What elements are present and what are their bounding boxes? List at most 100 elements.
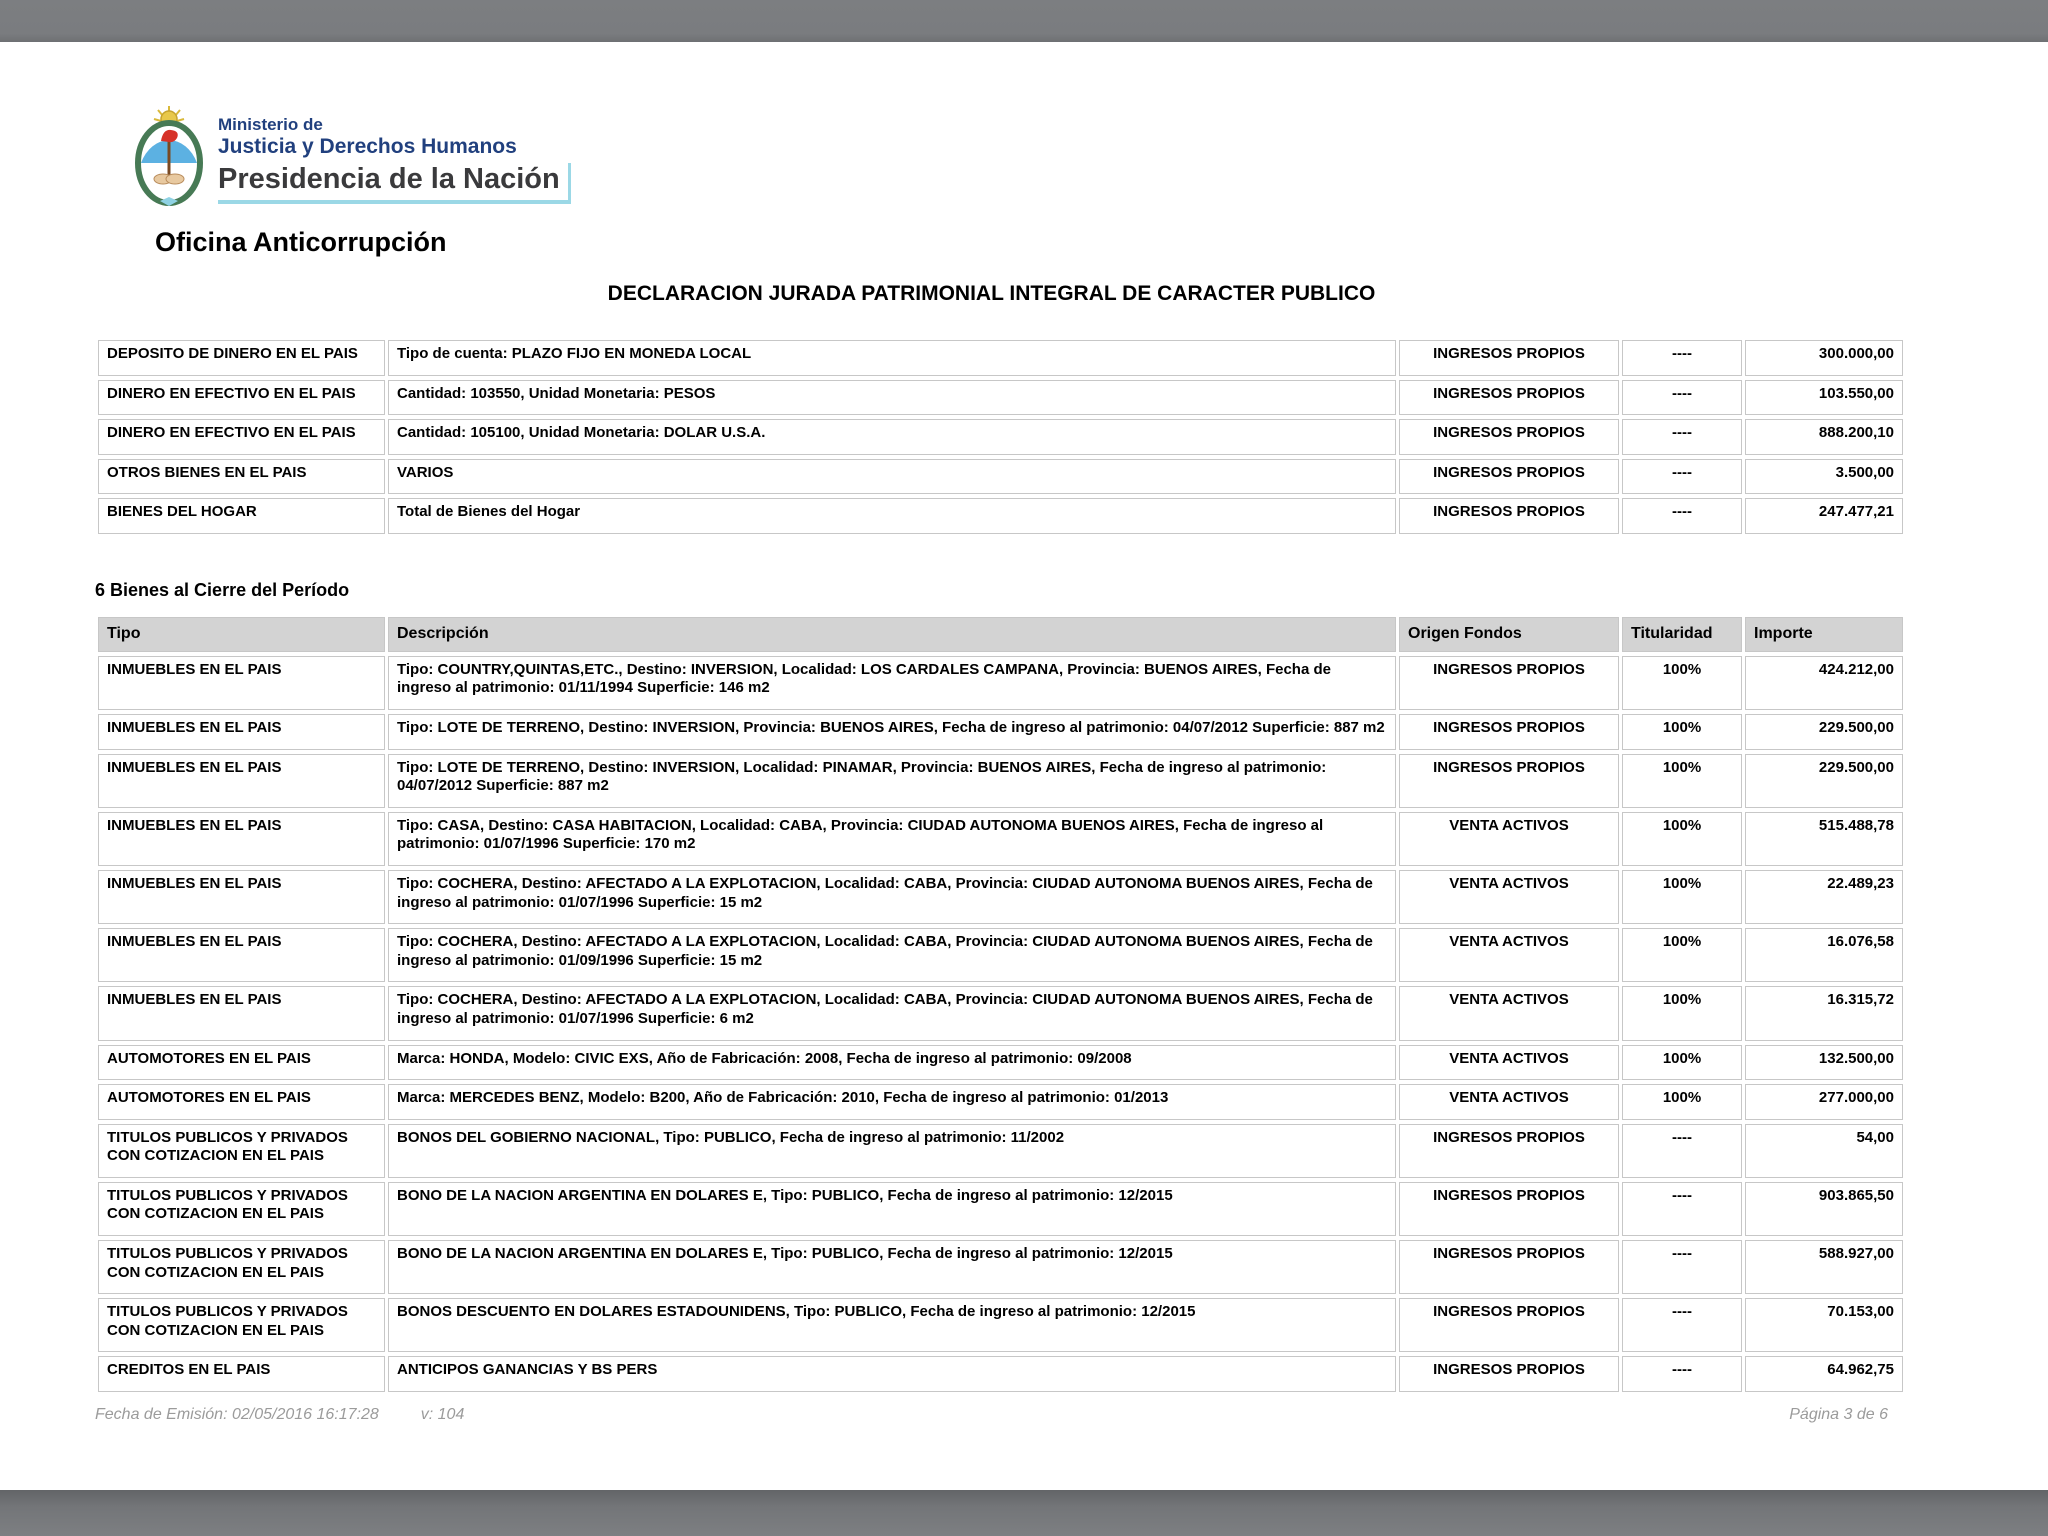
cell-descripcion: BONOS DESCUENTO EN DOLARES ESTADOUNIDENS…: [388, 1298, 1396, 1353]
cell-descripcion: BONOS DEL GOBIERNO NACIONAL, Tipo: PUBLI…: [388, 1123, 1396, 1178]
cell-descripcion: Tipo: COUNTRY,QUINTAS,ETC., Destino: INV…: [388, 655, 1396, 710]
cell-origen: VENTA ACTIVOS: [1399, 928, 1619, 983]
cell-origen: INGRESOS PROPIOS: [1399, 379, 1619, 416]
cell-tipo: INMUEBLES EN EL PAIS: [98, 986, 385, 1041]
cell-tipo: INMUEBLES EN EL PAIS: [98, 713, 385, 750]
cell-tipo: TITULOS PUBLICOS Y PRIVADOS CON COTIZACI…: [98, 1240, 385, 1295]
table-row: INMUEBLES EN EL PAIS Tipo: COCHERA, Desti…: [98, 928, 1903, 983]
cell-titularidad: ----: [1622, 498, 1742, 534]
cell-tipo: INMUEBLES EN EL PAIS: [98, 655, 385, 710]
table-row: DINERO EN EFECTIVO EN EL PAIS Cantidad: 1…: [98, 419, 1903, 455]
cell-titularidad: ----: [1622, 1356, 1742, 1393]
table-row: INMUEBLES EN EL PAIS Tipo: COCHERA, Desti…: [98, 869, 1903, 925]
argentina-coat-of-arms-icon: [135, 106, 203, 206]
viewer-top-bar: [0, 0, 2048, 42]
cell-tipo: AUTOMOTORES EN EL PAIS: [98, 1084, 385, 1120]
cell-importe: 54,00: [1745, 1123, 1903, 1178]
table-row: AUTOMOTORES EN EL PAIS Marca: HONDA, Mode…: [98, 1044, 1903, 1081]
cell-titularidad: ----: [1622, 1181, 1742, 1237]
table-row: AUTOMOTORES EN EL PAIS Marca: MERCEDES BE…: [98, 1084, 1903, 1120]
cell-titularidad: ----: [1622, 1123, 1742, 1178]
table-header-row: Tipo Descripción Origen Fondos Titularid…: [98, 616, 1903, 652]
cell-origen: INGRESOS PROPIOS: [1399, 1356, 1619, 1393]
cell-origen: INGRESOS PROPIOS: [1399, 340, 1619, 376]
cell-tipo: AUTOMOTORES EN EL PAIS: [98, 1044, 385, 1081]
cell-titularidad: ----: [1622, 419, 1742, 455]
cell-importe: 229.500,00: [1745, 713, 1903, 750]
cell-importe: 300.000,00: [1745, 340, 1903, 376]
cell-importe: 16.076,58: [1745, 928, 1903, 983]
cell-importe: 3.500,00: [1745, 458, 1903, 495]
footer-emission-date: Fecha de Emisión: 02/05/2016 16:17:28: [95, 1406, 379, 1424]
table-row: INMUEBLES EN EL PAIS Tipo: LOTE DE TERREN…: [98, 753, 1903, 808]
cell-tipo: CREDITOS EN EL PAIS: [98, 1356, 385, 1393]
cell-origen: VENTA ACTIVOS: [1399, 1084, 1619, 1120]
cell-descripcion: Tipo: CASA, Destino: CASA HABITACION, Lo…: [388, 811, 1396, 866]
cell-descripcion: Tipo: COCHERA, Destino: AFECTADO A LA EX…: [388, 986, 1396, 1041]
cell-descripcion: Cantidad: 105100, Unidad Monetaria: DOLA…: [388, 419, 1396, 455]
cell-importe: 229.500,00: [1745, 753, 1903, 808]
table-row: CREDITOS EN EL PAIS ANTICIPOS GANANCIAS Y…: [98, 1356, 1903, 1393]
logo-text-ministerio: Ministerio de: [218, 115, 323, 134]
table-row: INMUEBLES EN EL PAIS Tipo: LOTE DE TERREN…: [98, 713, 1903, 750]
cell-importe: 903.865,50: [1745, 1181, 1903, 1237]
table-row: DEPOSITO DE DINERO EN EL PAIS Tipo de cue…: [98, 340, 1903, 376]
cell-descripcion: VARIOS: [388, 458, 1396, 495]
cell-descripcion: Marca: HONDA, Modelo: CIVIC EXS, Año de …: [388, 1044, 1396, 1081]
table-row: INMUEBLES EN EL PAIS Tipo: CASA, Destino:…: [98, 811, 1903, 866]
cell-titularidad: 100%: [1622, 713, 1742, 750]
office-title: Oficina Anticorrupción: [155, 227, 447, 257]
cell-importe: 22.489,23: [1745, 869, 1903, 925]
cell-importe: 103.550,00: [1745, 379, 1903, 416]
bienes-cierre-table-body: INMUEBLES EN EL PAIS Tipo: COUNTRY,QUINTA…: [98, 655, 1903, 1393]
cell-descripcion: Cantidad: 103550, Unidad Monetaria: PESO…: [388, 379, 1396, 416]
cell-origen: INGRESOS PROPIOS: [1399, 419, 1619, 455]
cell-descripcion: Marca: MERCEDES BENZ, Modelo: B200, Año …: [388, 1084, 1396, 1120]
table-row: TITULOS PUBLICOS Y PRIVADOS CON COTIZACI…: [98, 1181, 1903, 1237]
cell-origen: VENTA ACTIVOS: [1399, 1044, 1619, 1081]
table-row: TITULOS PUBLICOS Y PRIVADOS CON COTIZACI…: [98, 1123, 1903, 1178]
cell-tipo: TITULOS PUBLICOS Y PRIVADOS CON COTIZACI…: [98, 1123, 385, 1178]
cell-titularidad: 100%: [1622, 753, 1742, 808]
column-header-tipo: Tipo: [98, 616, 385, 652]
footer-page-number: Página 3 de 6: [1789, 1406, 1888, 1424]
cell-origen: INGRESOS PROPIOS: [1399, 1240, 1619, 1295]
table-row: DINERO EN EFECTIVO EN EL PAIS Cantidad: 1…: [98, 379, 1903, 416]
cell-origen: INGRESOS PROPIOS: [1399, 1298, 1619, 1353]
cell-titularidad: ----: [1622, 1298, 1742, 1353]
cell-tipo: BIENES DEL HOGAR: [98, 498, 385, 534]
column-header-descripcion: Descripción: [388, 616, 1396, 652]
cell-tipo: OTROS BIENES EN EL PAIS: [98, 458, 385, 495]
cell-importe: 277.000,00: [1745, 1084, 1903, 1120]
section-heading-bienes: 6 Bienes al Cierre del Período: [95, 579, 350, 600]
cell-titularidad: 100%: [1622, 986, 1742, 1041]
viewer-bottom-bar: [0, 1490, 2048, 1536]
table-row: TITULOS PUBLICOS Y PRIVADOS CON COTIZACI…: [98, 1240, 1903, 1295]
cell-descripcion: Tipo: COCHERA, Destino: AFECTADO A LA EX…: [388, 869, 1396, 925]
cell-importe: 70.153,00: [1745, 1298, 1903, 1353]
table-row: BIENES DEL HOGAR Total de Bienes del Hoga…: [98, 498, 1903, 534]
cell-descripcion: Tipo de cuenta: PLAZO FIJO EN MONEDA LOC…: [388, 340, 1396, 376]
table-row: OTROS BIENES EN EL PAIS VARIOS INGRESOS PR…: [98, 458, 1903, 495]
cell-importe: 64.962,75: [1745, 1356, 1903, 1393]
cell-importe: 888.200,10: [1745, 419, 1903, 455]
cell-tipo: TITULOS PUBLICOS Y PRIVADOS CON COTIZACI…: [98, 1298, 385, 1353]
cell-tipo: INMUEBLES EN EL PAIS: [98, 811, 385, 866]
cell-titularidad: ----: [1622, 1240, 1742, 1295]
cell-descripcion: Tipo: LOTE DE TERRENO, Destino: INVERSIO…: [388, 713, 1396, 750]
cell-titularidad: 100%: [1622, 1044, 1742, 1081]
cell-tipo: DEPOSITO DE DINERO EN EL PAIS: [98, 340, 385, 376]
footer-version: v: 104: [420, 1406, 465, 1424]
cell-descripcion: BONO DE LA NACION ARGENTINA EN DOLARES E…: [388, 1181, 1396, 1237]
cell-origen: INGRESOS PROPIOS: [1399, 655, 1619, 710]
cell-titularidad: ----: [1622, 340, 1742, 376]
cell-descripcion: Tipo: COCHERA, Destino: AFECTADO A LA EX…: [388, 928, 1396, 983]
assets-table-continued-body: DEPOSITO DE DINERO EN EL PAIS Tipo de cue…: [98, 340, 1903, 534]
cell-descripcion: BONO DE LA NACION ARGENTINA EN DOLARES E…: [388, 1240, 1396, 1295]
column-header-importe: Importe: [1745, 616, 1903, 652]
cell-importe: 515.488,78: [1745, 811, 1903, 866]
cell-importe: 247.477,21: [1745, 498, 1903, 534]
cell-titularidad: 100%: [1622, 928, 1742, 983]
document-title: DECLARACION JURADA PATRIMONIAL INTEGRAL …: [607, 282, 1376, 305]
cell-titularidad: ----: [1622, 458, 1742, 495]
